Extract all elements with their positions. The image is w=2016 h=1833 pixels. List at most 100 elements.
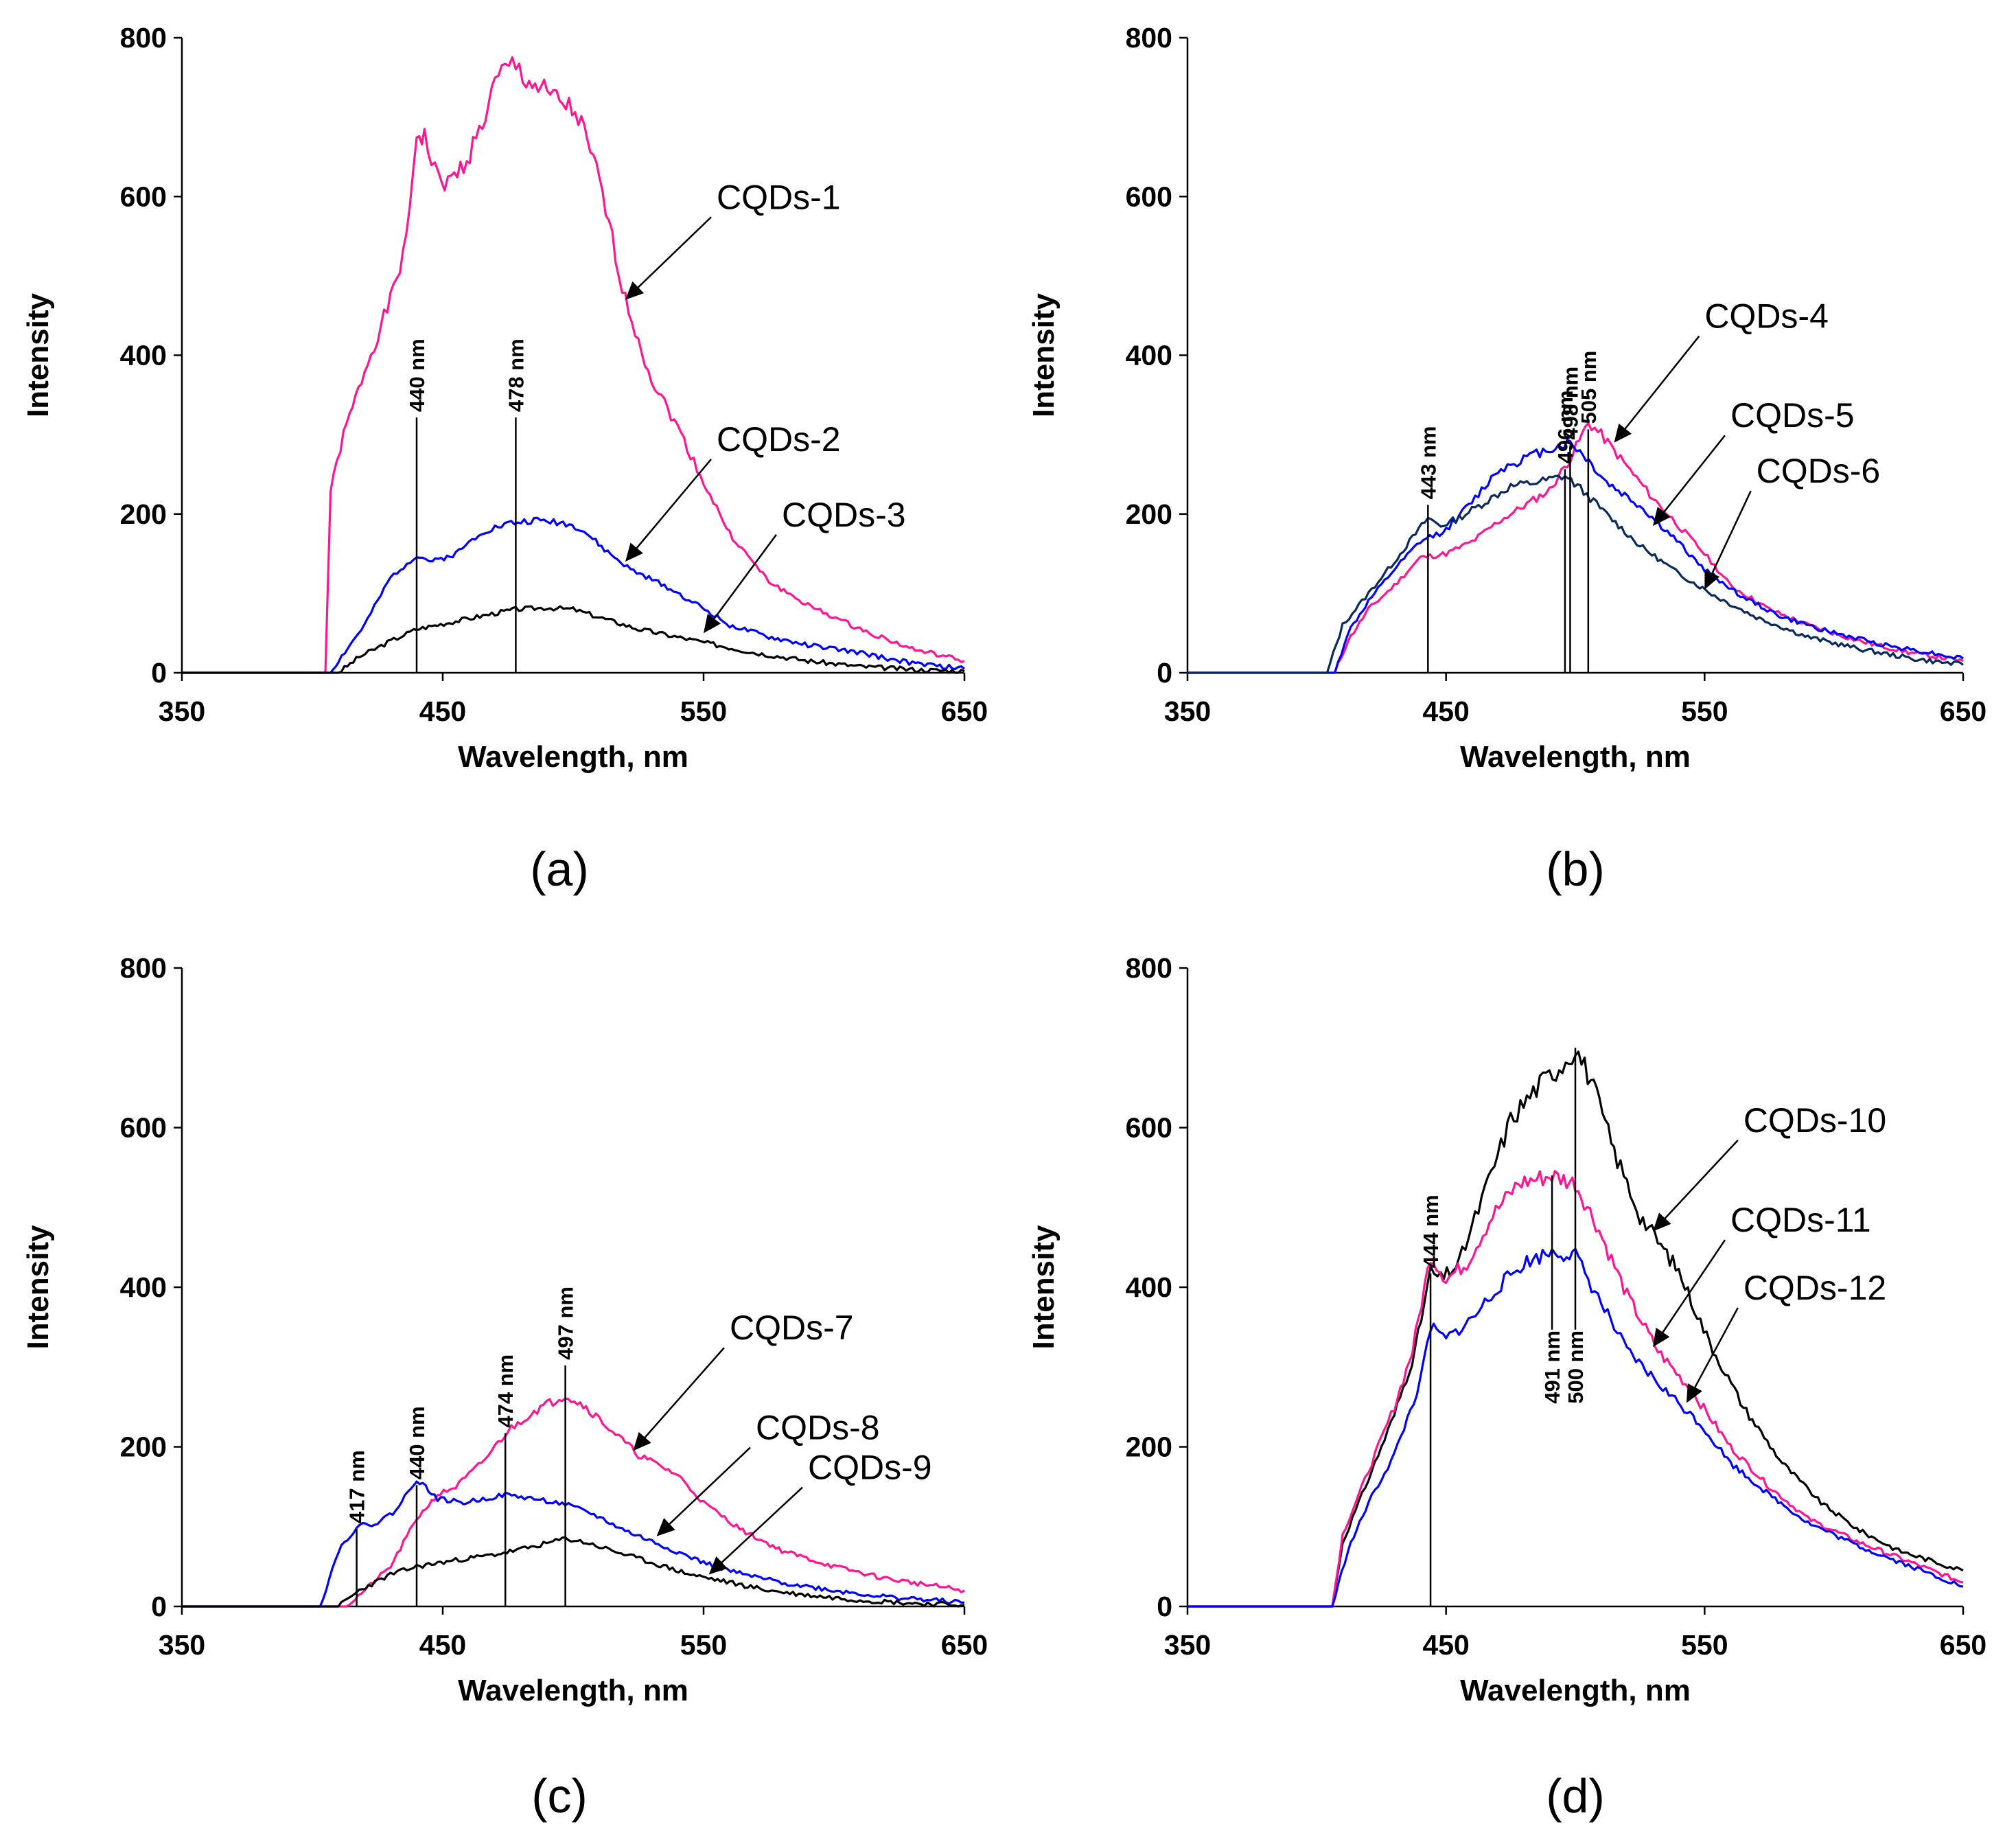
y-tick-label: 800 [1126, 22, 1172, 54]
annotation-arrowhead [704, 614, 721, 634]
y-tick-label: 400 [1126, 1271, 1172, 1303]
series-line-cqds-12 [1187, 1247, 1964, 1608]
x-axis-label: Wavelength, nm [458, 1674, 688, 1707]
annotation-arrow-line [721, 1486, 803, 1563]
annotation-arrow-line [1664, 1140, 1739, 1219]
annotation-arrow-line [1694, 1307, 1739, 1388]
y-tick-label: 600 [1126, 181, 1172, 212]
peak-label: 505 nm [1577, 351, 1601, 424]
peak-label: 497 nm [554, 1287, 578, 1360]
y-tick-label: 200 [1126, 1431, 1172, 1463]
annotation-arrowhead [1653, 507, 1671, 527]
y-tick-label: 600 [120, 181, 167, 212]
annotation-arrow-line [1663, 435, 1726, 513]
series-line-cqds-8 [182, 1480, 965, 1608]
y-tick-label: 200 [120, 498, 167, 530]
panel-label: (a) [530, 842, 589, 896]
x-tick-label: 450 [1422, 695, 1469, 727]
x-axis-label: Wavelength, nm [1460, 1674, 1691, 1707]
annotation-arrowhead [1686, 1383, 1702, 1403]
peak-label: 491 nm [1540, 1330, 1564, 1404]
series-label: CQDs-4 [1704, 297, 1829, 336]
peak-label: 440 nm [405, 1406, 429, 1479]
series-label: CQDs-12 [1743, 1269, 1886, 1307]
series-label: CQDs-11 [1730, 1201, 1871, 1239]
peak-label: 443 nm [1416, 426, 1440, 500]
annotation-arrow-line [1662, 1239, 1726, 1333]
annotation-arrowhead [1653, 1212, 1671, 1232]
x-tick-label: 450 [1422, 1629, 1469, 1661]
x-tick-label: 350 [159, 695, 205, 727]
x-tick-label: 650 [1940, 695, 1986, 727]
series-label: CQDs-1 [717, 178, 841, 216]
panel-label: (c) [531, 1769, 588, 1823]
annotation-arrowhead [625, 281, 645, 300]
panel-c: 0 200 400 600 800 350 450 550 650 Wavelength, nm I… [21, 952, 988, 1823]
x-tick-label: 350 [1164, 695, 1211, 727]
peak-label: 440 nm [405, 338, 429, 412]
y-tick-label: 800 [1126, 952, 1172, 984]
y-tick-label: 800 [120, 22, 167, 54]
x-tick-label: 550 [1681, 1629, 1728, 1661]
y-axis-label: Intensity [1027, 1225, 1061, 1349]
panel-d: 0 200 400 600 800 350 450 550 650 Wavelength, nm I… [1027, 952, 1986, 1823]
peak-label: 498 nm [1558, 367, 1582, 440]
x-tick-label: 650 [941, 695, 988, 727]
x-tick-label: 350 [1164, 1629, 1211, 1661]
series-line-cqds-1 [182, 56, 965, 674]
series-label: CQDs-10 [1743, 1101, 1886, 1140]
annotation-arrowhead [656, 1518, 675, 1536]
y-tick-label: 0 [151, 657, 167, 689]
annotation-arrowhead [1653, 1327, 1670, 1348]
x-tick-label: 450 [419, 1629, 466, 1661]
y-tick-label: 0 [151, 1591, 167, 1622]
x-axis-label: Wavelength, nm [458, 740, 688, 774]
annotation-arrow-line [1624, 335, 1700, 430]
annotation-arrow-line [713, 534, 778, 620]
series-label: CQDs-8 [756, 1408, 880, 1446]
series-line-cqds-2 [182, 516, 965, 674]
x-tick-label: 350 [159, 1629, 205, 1661]
y-tick-label: 600 [1126, 1112, 1172, 1144]
x-tick-label: 550 [1681, 695, 1728, 727]
annotation-arrow-line [644, 1347, 725, 1438]
y-axis-label: Intensity [21, 293, 55, 417]
annotation-arrow-line [637, 216, 712, 288]
annotation-arrow-line [669, 1446, 751, 1525]
y-tick-label: 400 [120, 340, 167, 371]
series-label: CQDs-2 [717, 420, 841, 459]
x-tick-label: 650 [1940, 1629, 1986, 1661]
y-tick-label: 800 [120, 952, 167, 984]
series-label: CQDs-3 [782, 496, 906, 534]
annotation-arrow-line [1711, 490, 1752, 574]
peak-label: 500 nm [1564, 1330, 1588, 1404]
series-label: CQDs-6 [1757, 452, 1881, 490]
x-tick-label: 550 [680, 695, 727, 727]
annotation-arrow-line [636, 459, 712, 549]
y-tick-label: 0 [1157, 657, 1172, 689]
series-label: CQDs-5 [1730, 396, 1855, 435]
annotation-arrowhead [625, 542, 643, 562]
annotation-arrowhead [1704, 569, 1720, 590]
annotation-arrowhead [708, 1556, 728, 1575]
x-tick-label: 650 [941, 1629, 988, 1661]
y-axis-label: Intensity [1027, 293, 1061, 417]
series-line-cqds-9 [182, 1536, 965, 1608]
panel-b: 0 200 400 600 800 350 450 550 650 Wavelength, nm I… [1027, 22, 1986, 896]
peak-label: 478 nm [504, 338, 528, 412]
panel-label: (b) [1546, 842, 1605, 896]
y-tick-label: 400 [120, 1271, 167, 1303]
y-tick-label: 400 [1126, 340, 1172, 371]
y-tick-label: 200 [120, 1431, 167, 1463]
y-tick-label: 600 [120, 1112, 167, 1144]
annotation-arrowhead [633, 1431, 651, 1451]
series-line-cqds-6 [1187, 474, 1964, 674]
panel-label: (d) [1546, 1769, 1605, 1823]
x-tick-label: 450 [419, 695, 466, 727]
series-label: CQDs-9 [808, 1449, 932, 1487]
panel-a: 0 200 400 600 800 350 450 550 650 Wavelength, nm I… [21, 22, 988, 896]
x-axis-label: Wavelength, nm [1460, 740, 1691, 774]
peak-label: 496 nm [1553, 390, 1577, 463]
y-axis-label: Intensity [21, 1225, 55, 1349]
